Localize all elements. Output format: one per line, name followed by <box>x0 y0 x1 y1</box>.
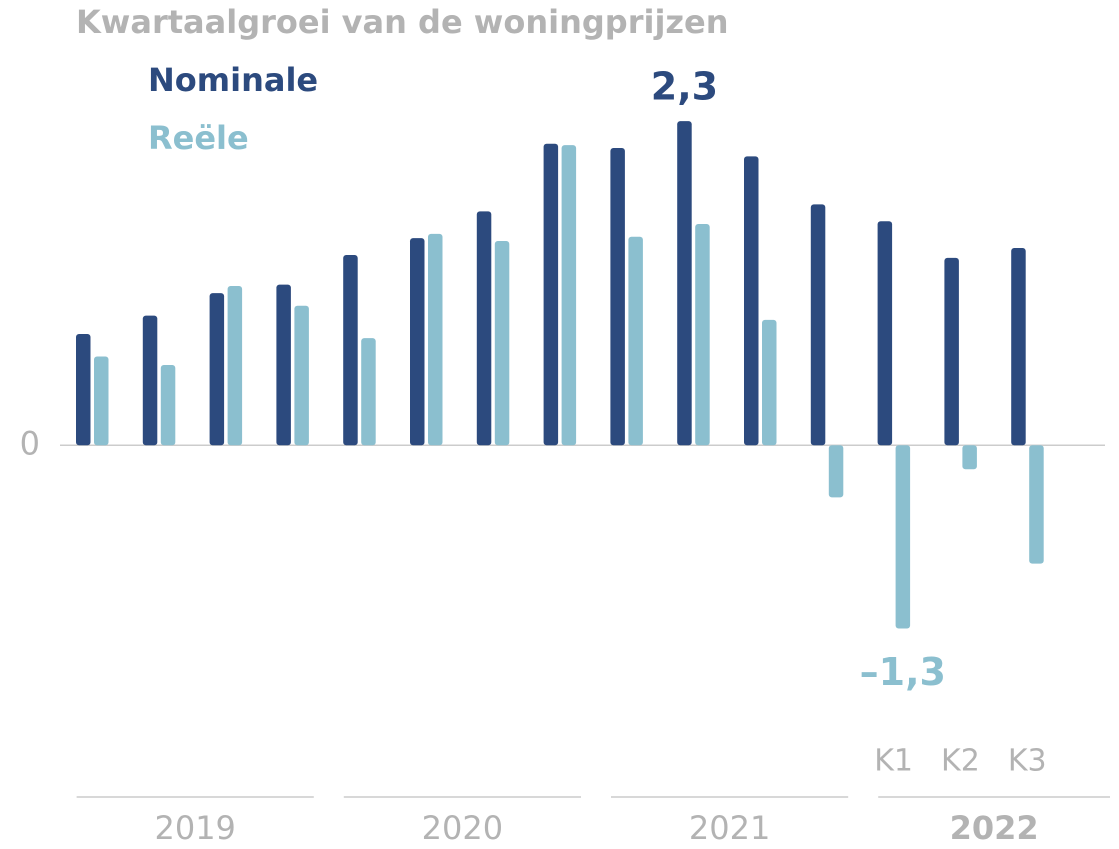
bar <box>877 221 893 446</box>
group-label: 2019 <box>154 809 235 847</box>
bar <box>294 305 309 446</box>
bar <box>543 143 559 446</box>
bar <box>428 233 443 446</box>
group-label: 2022 <box>950 809 1039 847</box>
value-label: –1,3 <box>860 650 946 694</box>
bar <box>628 236 643 446</box>
bar <box>160 364 176 446</box>
legend-label: Reële <box>148 119 249 157</box>
bar <box>962 445 977 470</box>
y-tick-label: 0 <box>20 424 40 462</box>
bar <box>494 240 510 446</box>
bar <box>561 145 577 446</box>
bar <box>76 333 91 446</box>
bar <box>361 338 376 446</box>
bar <box>209 293 225 446</box>
bar <box>895 445 911 629</box>
bar <box>744 156 759 446</box>
x-tick-label: K1 <box>874 744 913 779</box>
bar <box>343 255 358 446</box>
bar <box>410 238 425 446</box>
value-label: 2,3 <box>651 65 718 109</box>
bar <box>610 147 625 446</box>
group-label: 2020 <box>422 809 503 847</box>
bar <box>142 315 158 446</box>
bar <box>762 319 777 446</box>
bar <box>227 286 243 446</box>
x-tick-label: K3 <box>1008 744 1047 779</box>
bar <box>94 356 109 446</box>
x-tick-label: K2 <box>941 744 980 779</box>
bar <box>677 121 692 446</box>
bar <box>1011 248 1026 446</box>
bar <box>695 224 710 446</box>
group-label: 2021 <box>689 809 770 847</box>
bar <box>276 284 291 446</box>
bar <box>476 211 492 446</box>
bar <box>944 257 959 446</box>
bar <box>828 445 844 498</box>
chart-title: Kwartaalgroei van de woningprijzen <box>76 3 729 41</box>
bar <box>810 204 826 446</box>
legend-label: Nominale <box>148 61 318 99</box>
bar <box>1029 445 1044 564</box>
